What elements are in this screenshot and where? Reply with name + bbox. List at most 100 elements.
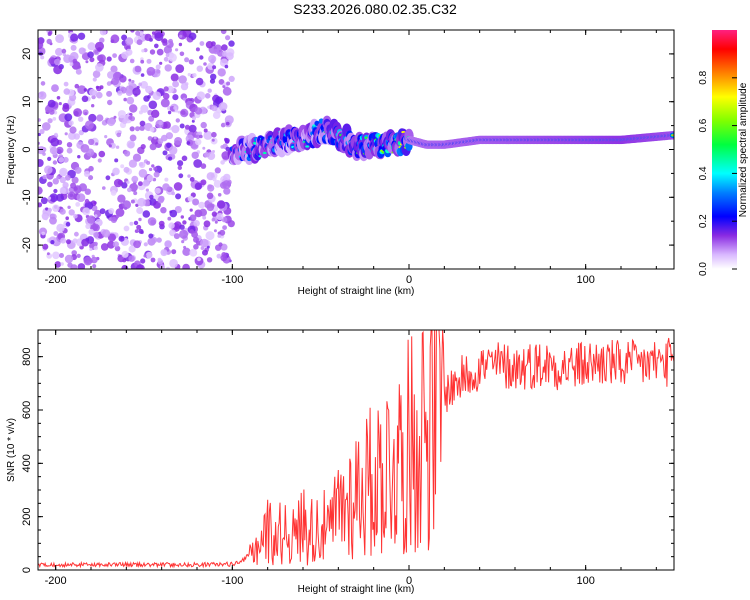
noise-blob — [65, 216, 69, 220]
noise-blob — [91, 256, 98, 264]
noise-blob — [198, 201, 206, 209]
noise-blob — [158, 120, 163, 126]
noise-blob — [115, 208, 125, 217]
noise-blob — [45, 207, 49, 211]
noise-blob — [38, 202, 43, 208]
noise-blob — [131, 175, 139, 183]
noise-blob — [200, 121, 207, 129]
noise-blob — [139, 125, 145, 131]
noise-blob — [173, 182, 183, 191]
colorbar-ticks: 0.0 0.2 0.4 0.6 0.8 — [698, 70, 737, 276]
noise-blob — [216, 213, 224, 221]
colorbar-tick-label: 0.2 — [698, 214, 709, 228]
noise-blob — [140, 104, 149, 113]
noise-blob — [118, 235, 125, 242]
y-tick-label: -10 — [21, 189, 33, 205]
noise-blob — [107, 99, 113, 106]
noise-blob — [173, 106, 177, 110]
noise-blob — [202, 146, 206, 150]
noise-blob — [189, 214, 197, 222]
noise-blob — [38, 40, 44, 50]
noise-blob — [193, 236, 199, 243]
spectrogram-y-ticks: -20 -10 0 10 20 — [21, 29, 674, 270]
noise-blob — [213, 229, 217, 233]
y-tick-label: -20 — [21, 237, 33, 253]
noise-blob — [132, 153, 142, 162]
noise-blob — [228, 40, 235, 47]
noise-blob — [184, 124, 190, 130]
noise-blob — [56, 193, 64, 202]
spectrogram-y-axis-label: Frequency (Hz) — [6, 116, 17, 185]
noise-blob — [115, 145, 120, 149]
noise-blob — [44, 165, 53, 175]
noise-blob — [160, 207, 167, 214]
noise-blob — [47, 196, 52, 200]
x-tick-label: 0 — [406, 575, 412, 587]
y-tick-label: 600 — [21, 401, 33, 419]
noise-blob — [202, 215, 207, 220]
noise-blob — [165, 266, 171, 269]
noise-blob — [204, 93, 211, 99]
noise-blob — [211, 138, 215, 142]
noise-blob — [218, 242, 223, 247]
noise-blob — [123, 166, 130, 173]
noise-blob — [51, 84, 59, 92]
noise-blob — [49, 193, 59, 203]
noise-blob — [74, 166, 82, 174]
noise-blob — [52, 204, 60, 212]
noise-blob — [211, 211, 218, 217]
noise-blob — [150, 136, 160, 145]
noise-blob — [174, 137, 183, 145]
noise-blob — [216, 200, 226, 209]
noise-blob — [129, 104, 138, 113]
noise-blob — [136, 224, 142, 230]
noise-blob — [56, 96, 61, 100]
noise-blob — [220, 160, 225, 165]
x-tick-label: -200 — [45, 575, 67, 587]
noise-blob — [220, 30, 227, 35]
noise-blob — [188, 32, 197, 41]
noise-blob — [145, 188, 149, 192]
noise-blob — [217, 193, 222, 197]
noise-blob — [182, 97, 186, 101]
noise-blob — [56, 146, 64, 154]
noise-blob — [166, 142, 172, 148]
noise-blob — [191, 151, 199, 159]
noise-blob — [192, 198, 200, 206]
noise-blob — [215, 96, 224, 105]
noise-blob — [178, 173, 184, 179]
noise-blob — [162, 183, 170, 191]
noise-blob — [128, 78, 132, 82]
colorbar — [712, 30, 737, 269]
noise-blob — [196, 65, 203, 72]
noise-blob — [223, 173, 231, 182]
noise-blob — [158, 220, 165, 227]
noise-blob — [192, 116, 196, 121]
noise-blob — [47, 181, 53, 188]
noise-blob — [226, 52, 234, 60]
noise-blob — [88, 228, 95, 236]
noise-blob — [133, 240, 142, 249]
y-tick-label: 10 — [21, 96, 33, 108]
noise-blob — [193, 244, 199, 250]
noise-blob — [73, 213, 78, 219]
noise-blob — [228, 75, 235, 82]
noise-blob — [147, 136, 153, 141]
noise-blob — [219, 229, 226, 236]
noise-blob — [164, 177, 169, 182]
noise-blob — [54, 58, 61, 66]
noise-blob — [88, 113, 97, 123]
noise-blob — [163, 56, 169, 62]
noise-blob — [207, 105, 211, 109]
noise-blob — [163, 86, 169, 92]
noise-blob — [95, 41, 104, 51]
noise-blob — [124, 150, 131, 157]
noise-blob — [188, 124, 197, 133]
noise-blob — [169, 209, 178, 218]
noise-blob — [81, 238, 89, 247]
noise-blob — [206, 245, 210, 249]
noise-blob — [67, 191, 77, 200]
y-tick-label: 0 — [21, 567, 33, 573]
noise-blob — [217, 234, 222, 238]
noise-blob — [203, 220, 211, 228]
